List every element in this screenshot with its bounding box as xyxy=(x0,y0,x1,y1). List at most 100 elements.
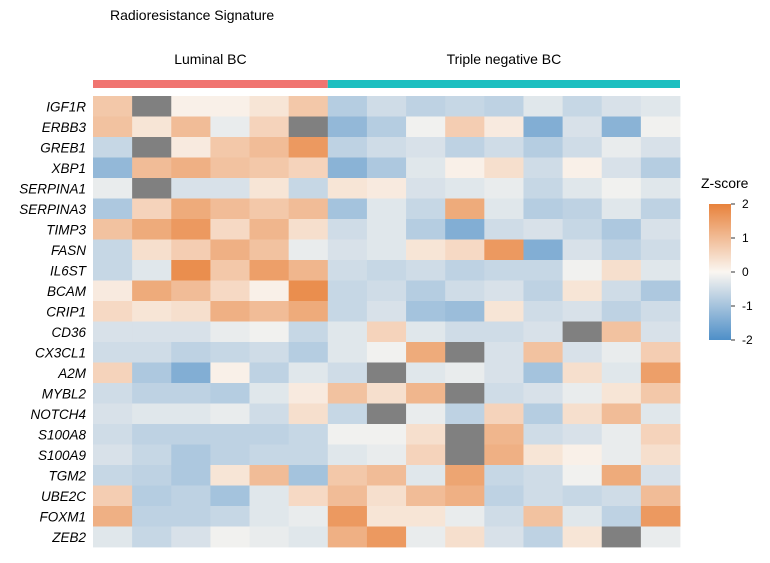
heatmap-cell xyxy=(171,301,211,322)
heatmap-cell xyxy=(640,260,681,281)
heatmap-cell xyxy=(327,383,368,404)
group-header: Luminal BC Triple negative BC xyxy=(93,51,680,88)
heatmap-cell xyxy=(601,403,642,425)
heatmap-cell xyxy=(445,383,485,404)
heatmap-cells xyxy=(93,96,681,548)
heatmap-cell xyxy=(93,444,133,466)
heatmap-cell xyxy=(640,301,681,322)
heatmap-cell xyxy=(327,424,368,445)
heatmap-cell xyxy=(327,137,368,158)
heatmap-cell xyxy=(523,260,563,281)
heatmap-cell xyxy=(601,116,642,138)
heatmap-cell xyxy=(288,301,329,322)
heatmap-cell xyxy=(171,280,211,302)
heatmap-cell xyxy=(562,444,603,466)
heatmap-cell xyxy=(445,260,485,281)
heatmap-cell xyxy=(93,424,133,445)
heatmap-cell xyxy=(523,465,563,486)
group-label-0: Luminal BC xyxy=(174,51,246,67)
heatmap-cell xyxy=(601,198,642,220)
colorbar-gradient xyxy=(709,204,731,340)
heatmap-cell xyxy=(327,219,368,240)
heatmap-cell xyxy=(406,239,446,261)
heatmap-cell xyxy=(366,157,407,179)
heatmap-cell xyxy=(171,383,211,404)
gene-label: A2M xyxy=(57,366,87,381)
heatmap-cell xyxy=(640,157,681,179)
heatmap-cell xyxy=(132,260,172,281)
gene-label: ERBB3 xyxy=(42,120,87,135)
heatmap-cell xyxy=(562,485,603,507)
heatmap-cell xyxy=(445,444,485,466)
heatmap-cell xyxy=(523,526,563,548)
heatmap-cell xyxy=(484,403,524,425)
heatmap-cell xyxy=(640,465,681,486)
gene-labels: IGF1R ERBB3 GREB1 XBP1 SERPINA1 SERPINA3 TIMP3… xyxy=(19,99,88,545)
heatmap-cell xyxy=(640,403,681,425)
heatmap-cell xyxy=(132,444,172,466)
heatmap-cell xyxy=(406,116,446,138)
heatmap-cell xyxy=(562,198,603,220)
heatmap-cell xyxy=(93,383,133,404)
heatmap-cell xyxy=(484,280,524,302)
heatmap-cell xyxy=(327,444,368,466)
heatmap-cell xyxy=(288,137,329,158)
heatmap-cell xyxy=(562,280,603,302)
heatmap-cell xyxy=(366,280,407,302)
heatmap-cell xyxy=(601,96,642,117)
heatmap-cell xyxy=(93,137,133,158)
heatmap-cell xyxy=(132,526,172,548)
heatmap-cell xyxy=(366,342,407,363)
heatmap-cell xyxy=(93,280,133,302)
heatmap-cell xyxy=(523,362,563,384)
heatmap-cell xyxy=(640,178,681,199)
heatmap-cell xyxy=(640,137,681,158)
heatmap-cell xyxy=(484,116,524,138)
heatmap-cell xyxy=(210,157,250,179)
heatmap-cell xyxy=(171,506,211,527)
heatmap-cell xyxy=(288,96,329,117)
heatmap-cell xyxy=(366,485,407,507)
heatmap-cell xyxy=(523,424,563,445)
heatmap-cell xyxy=(562,96,603,117)
heatmap-cell xyxy=(445,424,485,445)
heatmap-cell xyxy=(523,321,563,343)
colorbar-tick-label: 1 xyxy=(742,231,749,245)
colorbar-tick-label: -1 xyxy=(742,299,753,313)
heatmap-cell xyxy=(171,465,211,486)
heatmap-cell xyxy=(249,157,290,179)
heatmap-cell xyxy=(288,485,329,507)
heatmap-cell xyxy=(93,362,133,384)
heatmap-cell xyxy=(249,506,290,527)
heatmap-cell xyxy=(562,301,603,322)
heatmap-cell xyxy=(562,239,603,261)
heatmap-cell xyxy=(249,239,290,261)
gene-label: S100A9 xyxy=(38,448,87,463)
heatmap-cell xyxy=(445,506,485,527)
heatmap-cell xyxy=(93,219,133,240)
heatmap-cell xyxy=(406,465,446,486)
heatmap-cell xyxy=(132,219,172,240)
heatmap-cell xyxy=(132,157,172,179)
colorbar: Z-score 2 1 0 -1 -2 xyxy=(701,175,753,347)
heatmap-cell xyxy=(523,157,563,179)
heatmap-cell xyxy=(601,444,642,466)
heatmap-cell xyxy=(132,198,172,220)
heatmap-cell xyxy=(484,362,524,384)
heatmap-cell xyxy=(601,526,642,548)
heatmap-cell xyxy=(406,280,446,302)
gene-label: IL6ST xyxy=(50,263,88,278)
heatmap-cell xyxy=(601,424,642,445)
heatmap-cell xyxy=(327,465,368,486)
heatmap-cell xyxy=(406,342,446,363)
heatmap-cell xyxy=(445,178,485,199)
heatmap-cell xyxy=(288,444,329,466)
gene-label: CX3CL1 xyxy=(35,345,86,360)
heatmap-cell xyxy=(327,362,368,384)
heatmap-cell xyxy=(640,526,681,548)
heatmap-cell xyxy=(562,137,603,158)
heatmap-cell xyxy=(132,321,172,343)
heatmap-cell xyxy=(484,178,524,199)
heatmap-cell xyxy=(93,506,133,527)
heatmap-cell xyxy=(93,178,133,199)
